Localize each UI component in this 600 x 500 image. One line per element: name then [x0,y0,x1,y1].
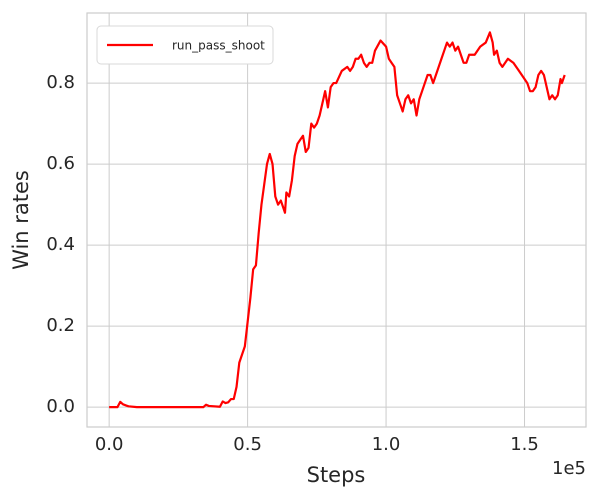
y-tick-label: 0.0 [46,396,75,417]
x-axis-label: Steps [307,463,366,487]
y-tick-label: 0.8 [46,72,75,93]
x-tick-label: 0.0 [95,434,124,455]
x-offset-label: 1e5 [552,458,586,479]
y-tick-label: 0.2 [46,315,75,336]
data-line [109,31,566,409]
y-tick-label: 0.6 [46,153,75,174]
y-axis-label: Win rates [9,170,33,270]
legend-box [96,25,274,65]
x-tick-label: 1.5 [510,434,539,455]
y-tick-label: 0.4 [46,234,75,255]
legend-label: run_pass_shoot [172,39,265,53]
plot-frame [86,12,587,428]
x-tick-label: 0.5 [233,434,262,455]
x-tick-label: 1.0 [372,434,401,455]
